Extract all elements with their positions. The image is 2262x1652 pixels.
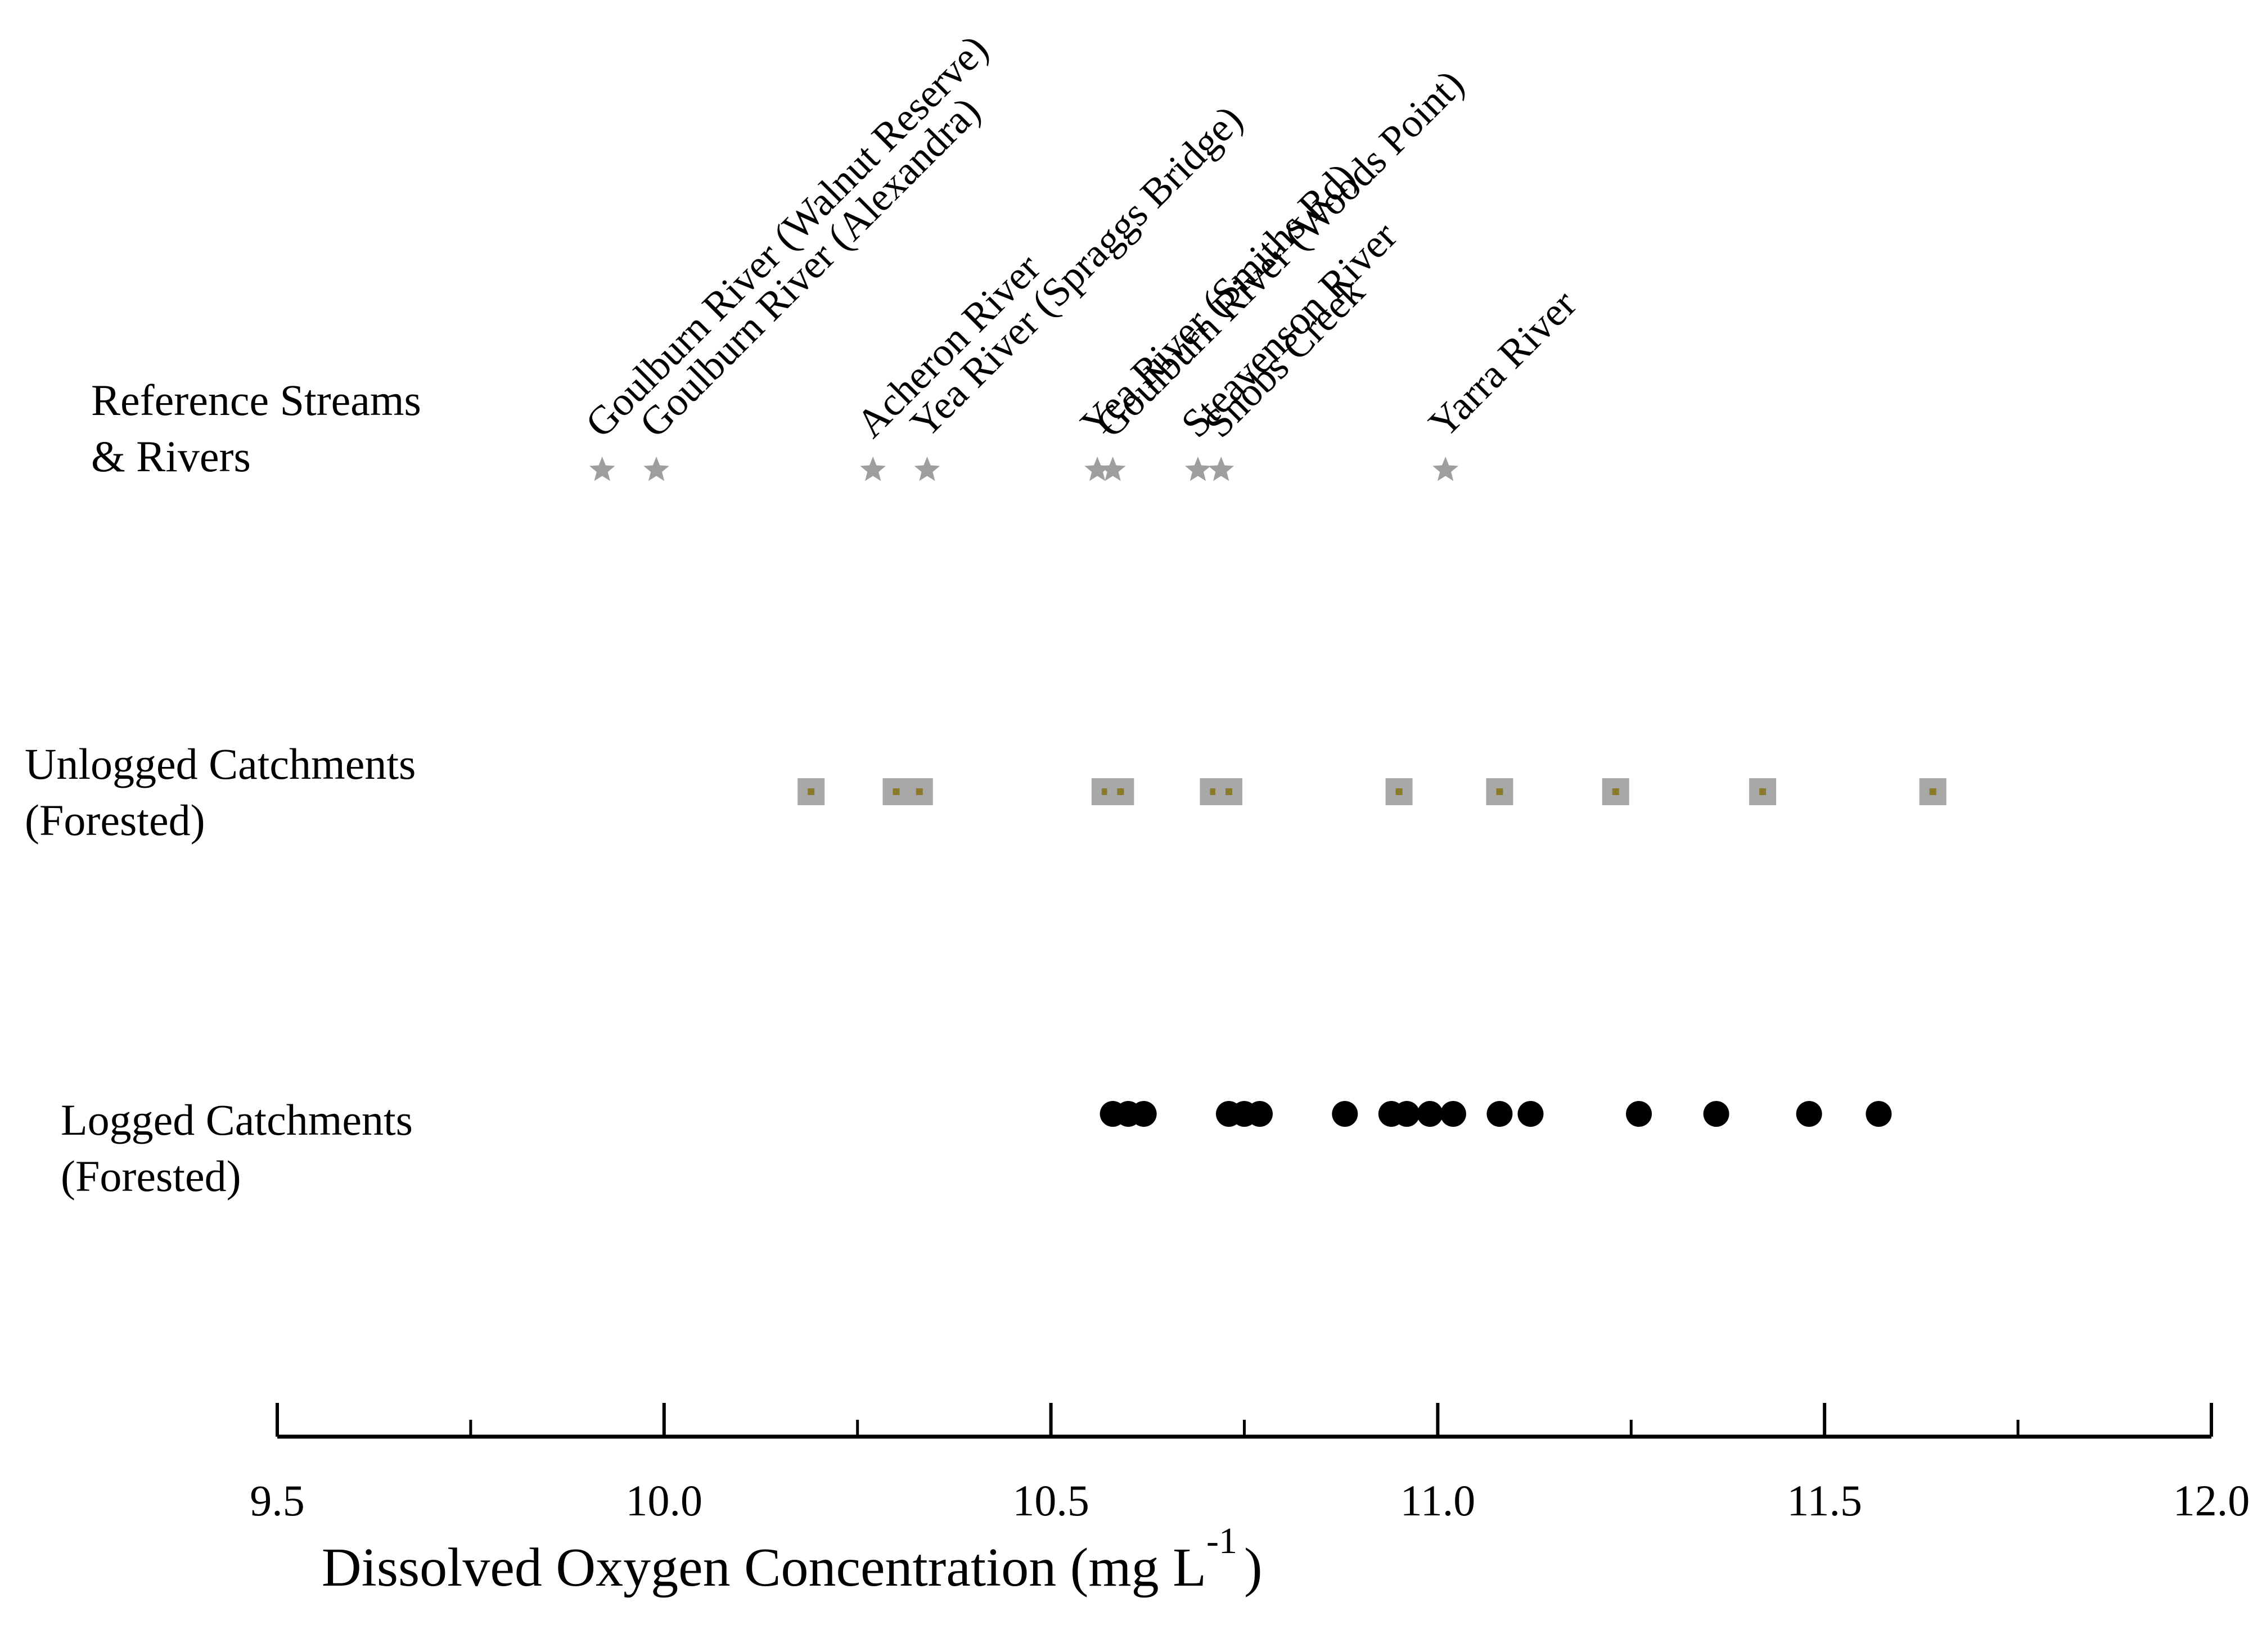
group-label-reference-line2: & Rivers — [91, 432, 251, 481]
x-axis-title-superscript: -1 — [1206, 1520, 1237, 1561]
logged-circle-point — [1626, 1101, 1652, 1127]
logged-circle-point — [1703, 1101, 1729, 1127]
group-label-logged-line2: (Forested) — [61, 1152, 241, 1200]
unlogged-square-center — [1395, 788, 1403, 795]
unlogged-square-center — [1225, 788, 1232, 795]
logged-circle-point — [1394, 1101, 1420, 1127]
unlogged-square-center — [1929, 788, 1936, 795]
unlogged-square-center — [1759, 788, 1767, 795]
reference-star-point — [1185, 457, 1211, 481]
logged-circle-point — [1866, 1101, 1892, 1127]
logged-circle-point — [1440, 1101, 1466, 1127]
reference-star-point — [589, 457, 615, 481]
tick-label-5: 12.0 — [2173, 1476, 2250, 1525]
unlogged-square-center — [1101, 788, 1109, 795]
logged-circle-point — [1417, 1101, 1443, 1127]
reference-star-point — [860, 457, 886, 481]
tick-label-1: 10.0 — [626, 1476, 703, 1525]
unlogged-square-center — [893, 788, 900, 795]
logged-circle-point — [1796, 1101, 1822, 1127]
group-label-unlogged-line2: (Forested) — [25, 796, 205, 845]
unlogged-square-center — [916, 788, 923, 795]
data-markers — [589, 457, 1946, 1127]
unlogged-square-center — [1612, 788, 1619, 795]
reference-star-point — [643, 457, 669, 481]
tick-label-0: 9.5 — [250, 1476, 305, 1525]
x-axis-tick-labels: 9.5 10.0 10.5 11.0 11.5 12.0 — [250, 1476, 2250, 1525]
unlogged-square-center — [1210, 788, 1217, 795]
unlogged-square-center — [1496, 788, 1503, 795]
tick-label-2: 10.5 — [1012, 1476, 1089, 1525]
logged-circle-point — [1517, 1101, 1544, 1127]
unlogged-square-center — [808, 788, 815, 795]
group-labels: Reference Streams & Rivers Unlogged Catc… — [25, 376, 421, 1200]
logged-circle-point — [1247, 1101, 1273, 1127]
reference-star-point — [1100, 457, 1126, 481]
reference-star-point — [1432, 457, 1458, 481]
reference-star-point — [914, 457, 940, 481]
logged-circle-point — [1486, 1101, 1513, 1127]
group-label-reference-line1: Reference Streams — [91, 376, 421, 425]
x-axis-title: Dissolved Oxygen Concentration (mg L — [322, 1537, 1206, 1598]
group-label-logged-line1: Logged Catchments — [61, 1095, 413, 1144]
reference-star-point — [1084, 457, 1110, 481]
unlogged-square-center — [1117, 788, 1124, 795]
logged-circle-point — [1130, 1101, 1157, 1127]
tick-label-4: 11.5 — [1787, 1476, 1862, 1525]
tick-label-3: 11.0 — [1400, 1476, 1476, 1525]
x-axis-title-close: ) — [1244, 1537, 1263, 1598]
reference-star-point — [1208, 457, 1234, 481]
x-axis: 9.5 10.0 10.5 11.0 11.5 12.0 — [250, 1403, 2250, 1525]
x-axis-ticks — [276, 1403, 2213, 1437]
logged-circle-point — [1332, 1101, 1358, 1127]
group-label-unlogged-line1: Unlogged Catchments — [25, 739, 416, 788]
